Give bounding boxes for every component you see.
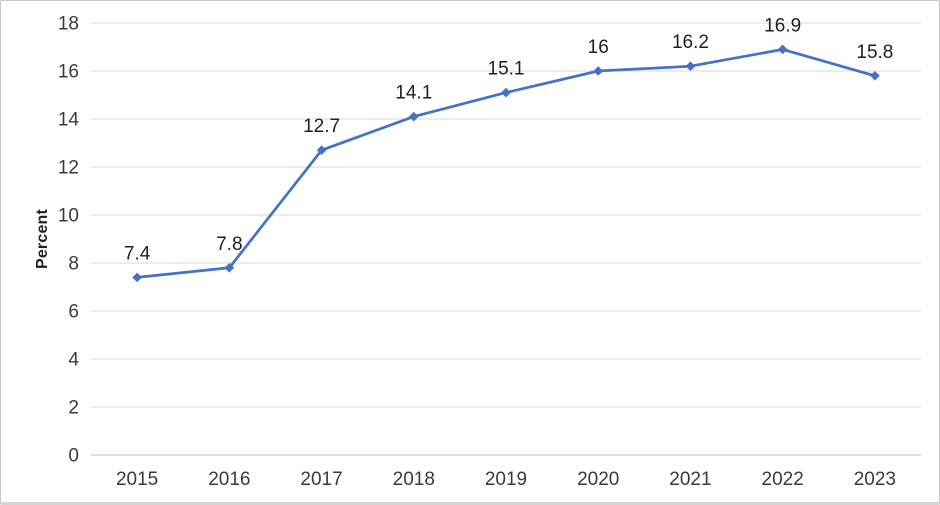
data-point-marker: [316, 145, 327, 155]
x-tick-label: 2019: [485, 469, 527, 490]
data-label: 7.4: [124, 243, 151, 264]
gridlines-group: [91, 22, 921, 456]
y-tick-label: 10: [58, 206, 79, 227]
data-point-markers-group: [132, 44, 880, 283]
data-point-marker: [593, 66, 604, 76]
data-label: 14.1: [395, 83, 432, 104]
y-tick-label: 18: [58, 14, 79, 35]
x-tick-label: 2018: [393, 469, 435, 490]
data-point-marker: [870, 71, 880, 81]
y-tick-label: 6: [68, 302, 79, 323]
data-labels-group: 7.4 7.8 12.7 14.1 15.1 16 16.2 16.9 15.8: [124, 15, 893, 264]
data-label: 15.8: [856, 42, 893, 63]
data-point-marker: [777, 44, 788, 55]
data-point-marker: [408, 111, 419, 122]
y-tick-label: 14: [58, 110, 80, 131]
y-tick-label: 8: [68, 254, 79, 275]
data-point-marker: [685, 61, 696, 71]
x-tick-labels-group: 2015 2016 2017 2018 2019 2020 2021 2022 2023: [116, 469, 896, 490]
x-tick-label: 2016: [208, 469, 250, 490]
y-tick-label: 4: [68, 350, 79, 371]
x-tick-label: 2021: [669, 469, 711, 490]
data-label: 15.1: [488, 59, 525, 80]
y-axis-title: Percent: [34, 208, 51, 270]
x-tick-label: 2023: [854, 469, 896, 490]
y-tick-label: 0: [68, 446, 79, 467]
x-tick-label: 2017: [300, 469, 342, 490]
data-point-marker: [132, 272, 142, 283]
data-label: 16.2: [672, 32, 709, 53]
data-point-marker: [224, 263, 235, 273]
data-label: 16: [588, 37, 609, 58]
x-tick-label: 2022: [762, 469, 804, 490]
y-tick-label: 2: [68, 398, 79, 419]
x-tick-label: 2015: [116, 469, 158, 490]
data-label: 16.9: [764, 15, 801, 36]
y-tick-label: 12: [58, 158, 79, 179]
y-tick-labels-group: 0 2 4 6 8 10 12 14 16 18: [58, 14, 80, 467]
data-label: 7.8: [216, 234, 242, 255]
data-series-line: [135, 48, 877, 279]
data-point-marker: [501, 87, 511, 98]
y-tick-label: 16: [58, 62, 79, 83]
data-label: 12.7: [303, 116, 340, 137]
x-tick-label: 2020: [577, 469, 619, 490]
